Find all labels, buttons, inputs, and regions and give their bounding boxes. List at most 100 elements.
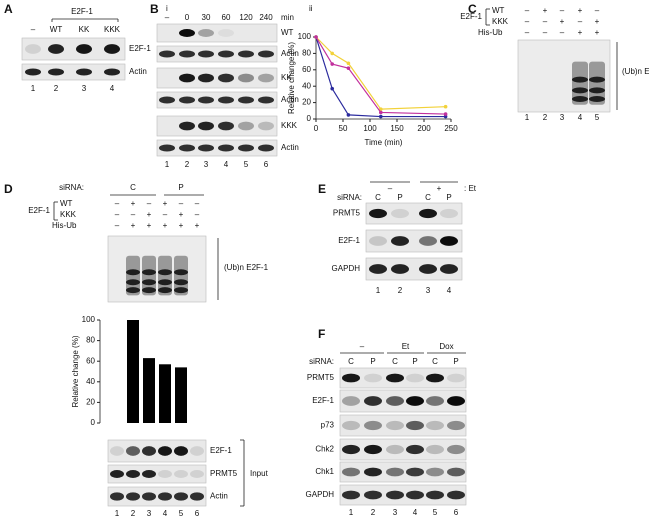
sign: – [560, 28, 565, 37]
bar [127, 320, 139, 423]
band [198, 73, 214, 83]
band [426, 396, 444, 406]
band [386, 420, 404, 431]
bar [143, 358, 155, 423]
band [142, 279, 156, 286]
band-label: (Ub)n E2F-1 [224, 263, 269, 272]
band [440, 264, 458, 274]
band [426, 444, 444, 455]
band [406, 396, 424, 406]
lane-number: 2 [543, 113, 548, 122]
band [158, 470, 172, 478]
band [258, 144, 274, 152]
band [48, 68, 64, 76]
condition-label: KKK [60, 210, 77, 219]
band [159, 96, 175, 104]
point [346, 61, 351, 66]
band [25, 44, 41, 54]
band [447, 467, 465, 477]
band [589, 87, 605, 94]
band [126, 279, 140, 286]
y-tick-label: 100 [82, 315, 96, 324]
point [330, 86, 335, 91]
sub-label: i [166, 4, 168, 13]
band [126, 470, 140, 478]
band [174, 269, 188, 276]
sign: – [147, 199, 152, 208]
blot [107, 486, 207, 507]
band [447, 490, 465, 500]
band [110, 470, 124, 478]
sign: – [595, 6, 600, 15]
panel-label: F [318, 327, 325, 341]
lane-number: 2 [371, 508, 376, 517]
sign: + [163, 199, 168, 208]
band [198, 29, 214, 37]
sirna: C [432, 357, 438, 366]
row-label: PRMT5 [333, 209, 361, 218]
sign: + [543, 6, 548, 15]
band [110, 446, 124, 456]
panel-label: A [4, 2, 13, 16]
sign: + [560, 17, 565, 26]
band [364, 396, 382, 406]
band [238, 73, 254, 83]
sirna: P [453, 357, 458, 366]
band [238, 121, 254, 131]
point [346, 113, 351, 117]
line-series [315, 36, 446, 118]
blot [339, 438, 467, 461]
band [572, 96, 588, 103]
condition-label: His-Ub [478, 28, 503, 37]
band [142, 287, 156, 294]
sign: + [195, 221, 200, 230]
y-tick-label: 40 [86, 377, 95, 386]
band [179, 50, 195, 58]
row-label: E2F-1 [338, 236, 360, 245]
band [426, 490, 444, 500]
sign: – [115, 199, 120, 208]
band [158, 269, 172, 276]
band [447, 420, 465, 431]
blot [107, 235, 207, 303]
lane-number: 3 [393, 508, 398, 517]
blot [365, 229, 463, 253]
sign: + [595, 28, 600, 37]
lane-number: 1 [31, 84, 36, 93]
lane-label: – [31, 25, 36, 34]
lane-number: 1 [376, 286, 381, 295]
sirna: P [370, 357, 375, 366]
sign: – [525, 17, 530, 26]
point [379, 114, 383, 119]
y-tick-label: 100 [298, 32, 312, 41]
smear [174, 255, 188, 296]
row-label: GAPDH [332, 264, 361, 273]
lane-number: 3 [204, 160, 209, 169]
sign: + [147, 210, 152, 219]
time-label: – [165, 13, 170, 22]
x-axis-label: Time (min) [365, 138, 403, 147]
band [48, 44, 64, 54]
band [572, 76, 588, 83]
band [158, 287, 172, 294]
lane-number: 3 [560, 113, 565, 122]
sign: + [179, 210, 184, 219]
lane-number: 1 [349, 508, 354, 517]
row-label: KKK [281, 121, 298, 130]
band [174, 492, 188, 501]
row-label: PRMT5 [307, 373, 335, 382]
band [190, 470, 204, 478]
smear [142, 255, 156, 296]
row-label: Actin [210, 492, 228, 501]
row-label: E2F-1 [312, 396, 334, 405]
band [406, 420, 424, 431]
blot [156, 139, 278, 157]
row-label: p73 [321, 421, 335, 430]
panel-label: C [468, 2, 477, 16]
lane-label: WT [50, 25, 63, 34]
band [342, 396, 360, 406]
band [386, 444, 404, 455]
band [218, 50, 234, 58]
blot [107, 464, 207, 484]
band [174, 470, 188, 478]
